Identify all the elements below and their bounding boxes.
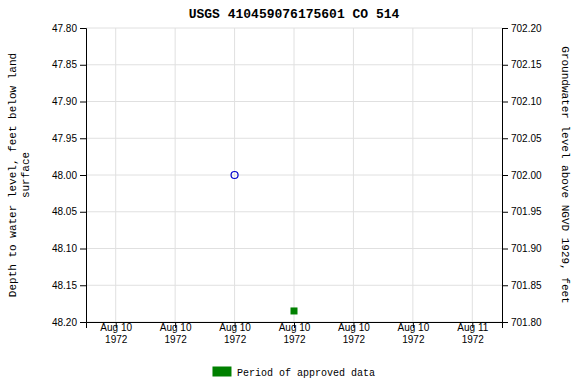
tick: Aug 111972 bbox=[457, 322, 488, 345]
point bbox=[291, 308, 297, 314]
tick-label: 47.80 bbox=[52, 23, 77, 34]
x-axis: Aug 101972 Aug 101972 Aug 101972 Aug 101972… bbox=[87, 322, 503, 345]
legend-label: Period of approved data bbox=[237, 368, 375, 379]
axis-line bbox=[503, 29, 509, 323]
tick-label: Aug 101972 bbox=[398, 322, 430, 345]
tick-mark bbox=[80, 28, 86, 29]
tick-mark bbox=[80, 138, 86, 139]
tick-mark bbox=[80, 322, 86, 323]
tick: 47.85 bbox=[52, 59, 86, 70]
tick-mark bbox=[80, 102, 86, 103]
grid-line bbox=[175, 28, 176, 322]
plot: 47.80 47.85 47.90 47.95 48.00 48.05 48.10 48.15… bbox=[52, 23, 542, 345]
y-axis: 47.80 47.85 47.90 47.95 48.00 48.05 48.10 48.15… bbox=[52, 23, 87, 328]
tick-label: 702.20 bbox=[511, 23, 542, 34]
tick: Aug 101972 bbox=[100, 322, 132, 345]
tick: Aug 101972 bbox=[338, 322, 370, 345]
tick: 701.90 bbox=[502, 243, 542, 254]
tick-label: Aug 101972 bbox=[160, 322, 192, 345]
tick-mark bbox=[502, 28, 508, 29]
tick-mark bbox=[502, 102, 508, 103]
chart: 47.80 47.85 47.90 47.95 48.00 48.05 48.10 48.15… bbox=[0, 0, 576, 384]
tick: 702.10 bbox=[502, 96, 542, 107]
tick-label: 702.15 bbox=[511, 59, 542, 70]
tick-label: Aug 101972 bbox=[338, 322, 370, 345]
tick: 47.90 bbox=[52, 96, 86, 107]
legend: Period of approved data bbox=[213, 367, 375, 379]
title: USGS 410459076175601 CO 514 bbox=[189, 7, 400, 22]
tick-label: Aug 111972 bbox=[457, 322, 488, 345]
tick: 48.15 bbox=[52, 280, 86, 291]
tick-mark bbox=[502, 138, 508, 139]
tick-label: 701.90 bbox=[511, 243, 542, 254]
axis-line bbox=[80, 29, 87, 323]
tick-mark bbox=[80, 249, 86, 250]
grid-line bbox=[294, 28, 295, 322]
legend-item: Period of approved data bbox=[213, 367, 375, 379]
y2-axis: 701.80 701.85 701.90 701.95 702.00 702.05 702.… bbox=[502, 23, 542, 328]
tick-label: 701.95 bbox=[511, 206, 542, 217]
tick-label: 702.10 bbox=[511, 96, 542, 107]
tick-label: 48.00 bbox=[52, 170, 77, 181]
tick-mark bbox=[80, 175, 86, 176]
grid-line bbox=[472, 28, 473, 322]
tick-label: 48.20 bbox=[52, 317, 77, 328]
tick: 702.20 bbox=[502, 23, 542, 34]
tick: 701.80 bbox=[502, 317, 542, 328]
tick-mark bbox=[80, 212, 86, 213]
grid-line bbox=[115, 28, 116, 322]
tick-label: 701.80 bbox=[511, 317, 542, 328]
tick-mark bbox=[80, 65, 86, 66]
tick-mark bbox=[502, 212, 508, 213]
tick-label: 48.05 bbox=[52, 206, 77, 217]
tick: 702.00 bbox=[502, 170, 542, 181]
tick: 701.85 bbox=[502, 280, 542, 291]
tick-mark bbox=[80, 285, 86, 286]
tick-label: 47.95 bbox=[52, 133, 77, 144]
grid-line bbox=[234, 28, 235, 322]
tick-label: 702.00 bbox=[511, 170, 542, 181]
tick: 48.10 bbox=[52, 243, 86, 254]
y2-axis-title: Groundwater level above NGVD 1929, feet bbox=[559, 46, 571, 303]
tick-label: Aug 101972 bbox=[279, 322, 311, 345]
tick: 702.05 bbox=[502, 133, 542, 144]
grid-line bbox=[412, 28, 413, 322]
tick: 48.00 bbox=[52, 170, 86, 181]
tick-label: 701.85 bbox=[511, 280, 542, 291]
tick-label: Aug 101972 bbox=[219, 322, 251, 345]
y-axis-title: Depth to water level, feet below landsur… bbox=[7, 53, 32, 297]
tick-label: Aug 101972 bbox=[100, 322, 132, 345]
tick-mark bbox=[502, 175, 508, 176]
tick: 702.15 bbox=[502, 59, 542, 70]
tick: Aug 101972 bbox=[279, 322, 311, 345]
tick: Aug 101972 bbox=[398, 322, 430, 345]
grid-line bbox=[353, 28, 354, 322]
point bbox=[231, 172, 238, 179]
marks bbox=[231, 172, 297, 314]
tick: 48.20 bbox=[52, 317, 86, 328]
tick: Aug 101972 bbox=[160, 322, 192, 345]
tick-label: 702.05 bbox=[511, 133, 542, 144]
tick-mark bbox=[502, 65, 508, 66]
grid bbox=[86, 28, 502, 322]
tick: 701.95 bbox=[502, 206, 542, 217]
tick-mark bbox=[502, 249, 508, 250]
tick-label: 48.15 bbox=[52, 280, 77, 291]
tick: 47.80 bbox=[52, 23, 86, 34]
legend-swatch bbox=[213, 367, 231, 376]
tick: 47.95 bbox=[52, 133, 86, 144]
tick-label: 47.90 bbox=[52, 96, 77, 107]
tick-label: 47.85 bbox=[52, 59, 77, 70]
tick: Aug 101972 bbox=[219, 322, 251, 345]
tick-mark bbox=[502, 285, 508, 286]
tick-label: 48.10 bbox=[52, 243, 77, 254]
tick: 48.05 bbox=[52, 206, 86, 217]
